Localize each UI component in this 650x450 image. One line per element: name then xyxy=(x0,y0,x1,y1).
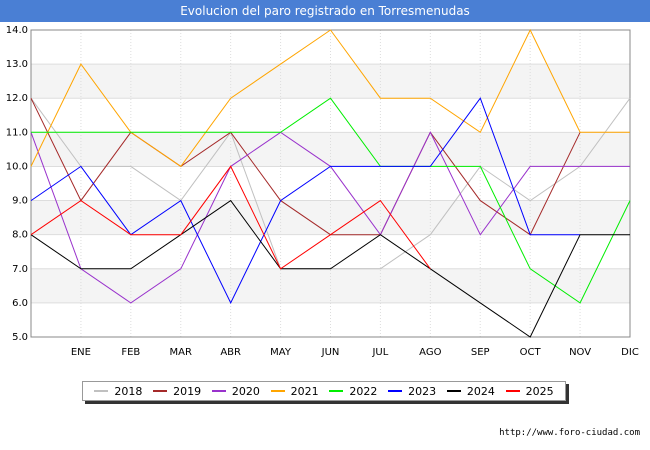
legend-item-2018: 2018 xyxy=(94,385,142,398)
chart-legend: 2018 2019 2020 2021 2022 2023 2024 2025 xyxy=(82,381,566,401)
legend-label: 2018 xyxy=(114,384,143,398)
y-tick-label: 11.0 xyxy=(6,127,28,138)
legend-swatch xyxy=(153,390,168,392)
legend-label: 2024 xyxy=(466,384,495,398)
x-tick-label: ENE xyxy=(71,347,91,358)
x-tick-label: NOV xyxy=(569,347,591,358)
legend-swatch xyxy=(388,390,403,392)
series-line-2023 xyxy=(30,97,581,305)
y-tick-label: 8.0 xyxy=(12,230,28,241)
legend-swatch xyxy=(94,390,109,392)
legend-swatch xyxy=(211,390,226,392)
x-tick-label: DIC xyxy=(621,347,639,358)
y-tick-label: 7.0 xyxy=(12,264,28,275)
x-tick-label: ABR xyxy=(220,347,241,358)
x-tick-label: JUL xyxy=(371,347,388,358)
legend-item-2020: 2020 xyxy=(211,384,260,398)
legend-swatch xyxy=(446,390,461,392)
x-tick-label: MAY xyxy=(270,347,292,358)
y-tick-label: 6.0 xyxy=(12,298,28,309)
y-tick-label: 10.0 xyxy=(6,161,28,172)
series-line-2025 xyxy=(30,165,431,270)
legend-item-2023: 2023 xyxy=(388,385,436,398)
legend-label: 2021 xyxy=(290,384,319,398)
x-tick-label: OCT xyxy=(520,347,542,358)
y-tick-label: 5.0 xyxy=(12,332,28,343)
legend-item-2022: 2022 xyxy=(329,385,377,398)
source-url: http://www.foro-ciudad.com xyxy=(499,428,640,438)
y-tick-label: 14.0 xyxy=(6,25,28,36)
y-tick-label: 9.0 xyxy=(12,196,28,207)
x-tick-label: AGO xyxy=(419,347,441,358)
series-line-2024 xyxy=(30,199,630,338)
legend-item-2019: 2019 xyxy=(153,385,201,398)
x-tick-label: FEB xyxy=(121,347,140,358)
legend-item-2024: 2024 xyxy=(446,384,495,398)
chart-title: Evolucion del paro registrado en Torresm… xyxy=(0,0,650,22)
legend-label: 2023 xyxy=(408,384,437,398)
x-tick-label: MAR xyxy=(170,347,192,358)
legend-swatch xyxy=(505,390,520,392)
legend-swatch xyxy=(270,390,285,392)
y-tick-label: 13.0 xyxy=(6,59,28,70)
legend-label: 2019 xyxy=(173,384,202,398)
grid-band xyxy=(31,200,630,235)
legend-label: 2020 xyxy=(231,384,260,398)
legend-label: 2025 xyxy=(525,384,554,398)
x-tick-label: JUN xyxy=(321,347,340,358)
series-line-2022 xyxy=(31,97,631,304)
legend-label: 2022 xyxy=(349,384,378,398)
legend-item-2021: 2021 xyxy=(270,384,319,398)
grid-band xyxy=(31,132,630,167)
legend-swatch xyxy=(329,390,344,392)
x-tick-label: SEP xyxy=(471,347,490,358)
legend-item-2025: 2025 xyxy=(505,384,554,398)
series-line-2019 xyxy=(30,97,581,236)
y-tick-label: 12.0 xyxy=(6,93,28,104)
